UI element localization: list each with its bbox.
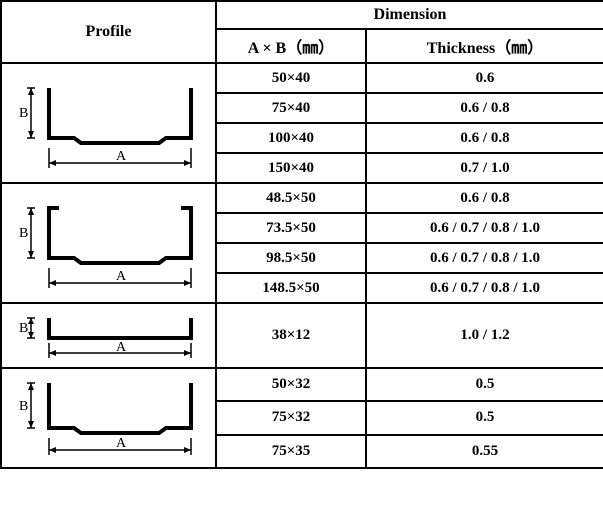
svg-text:A: A bbox=[116, 269, 127, 284]
cell-ab: 50×32 bbox=[216, 368, 366, 401]
cell-thickness: 0.6 / 0.8 bbox=[366, 123, 603, 153]
cell-ab: 38×12 bbox=[216, 303, 366, 368]
cell-thickness: 0.5 bbox=[366, 401, 603, 434]
cell-ab: 75×32 bbox=[216, 401, 366, 434]
cell-thickness: 0.6 / 0.7 / 0.8 / 1.0 bbox=[366, 243, 603, 273]
header-thickness: Thickness（㎜） bbox=[366, 29, 603, 63]
cell-thickness: 0.6 bbox=[366, 63, 603, 93]
table-row: B A 50×32 0.5 bbox=[1, 368, 603, 401]
cell-thickness: 0.7 / 1.0 bbox=[366, 153, 603, 183]
table-row: B A 48.5×50 0.6 / 0.8 bbox=[1, 183, 603, 213]
table-row: B A 50×40 0.6 bbox=[1, 63, 603, 93]
cell-ab: 150×40 bbox=[216, 153, 366, 183]
cell-ab: 50×40 bbox=[216, 63, 366, 93]
cell-thickness: 1.0 / 1.2 bbox=[366, 303, 603, 368]
profile-diagram-4: B A bbox=[1, 368, 216, 468]
cell-ab: 75×35 bbox=[216, 435, 366, 468]
svg-text:A: A bbox=[116, 340, 127, 355]
svg-text:A: A bbox=[116, 436, 127, 451]
cell-thickness: 0.6 / 0.8 bbox=[366, 183, 603, 213]
svg-text:B: B bbox=[19, 399, 28, 414]
profile-diagram-3: B A bbox=[1, 303, 216, 368]
svg-text:B: B bbox=[19, 321, 28, 336]
svg-text:B: B bbox=[19, 106, 28, 121]
header-row-1: Profile Dimension bbox=[1, 1, 603, 29]
cell-thickness: 0.6 / 0.8 bbox=[366, 93, 603, 123]
header-ab: A × B（㎜） bbox=[216, 29, 366, 63]
cell-ab: 148.5×50 bbox=[216, 273, 366, 303]
svg-text:A: A bbox=[116, 149, 127, 164]
cell-ab: 100×40 bbox=[216, 123, 366, 153]
cell-ab: 75×40 bbox=[216, 93, 366, 123]
cell-thickness: 0.55 bbox=[366, 435, 603, 468]
cell-ab: 48.5×50 bbox=[216, 183, 366, 213]
cell-thickness: 0.6 / 0.7 / 0.8 / 1.0 bbox=[366, 213, 603, 243]
cell-ab: 98.5×50 bbox=[216, 243, 366, 273]
spec-table: Profile Dimension A × B（㎜） Thickness（㎜） … bbox=[0, 0, 603, 469]
cell-ab: 73.5×50 bbox=[216, 213, 366, 243]
profile-diagram-2: B A bbox=[1, 183, 216, 303]
svg-text:B: B bbox=[19, 226, 28, 241]
cell-thickness: 0.5 bbox=[366, 368, 603, 401]
profile-diagram-1: B A bbox=[1, 63, 216, 183]
header-dimension: Dimension bbox=[216, 1, 603, 29]
header-profile: Profile bbox=[1, 1, 216, 63]
table-row: B A 38×12 1.0 / 1.2 bbox=[1, 303, 603, 368]
cell-thickness: 0.6 / 0.7 / 0.8 / 1.0 bbox=[366, 273, 603, 303]
